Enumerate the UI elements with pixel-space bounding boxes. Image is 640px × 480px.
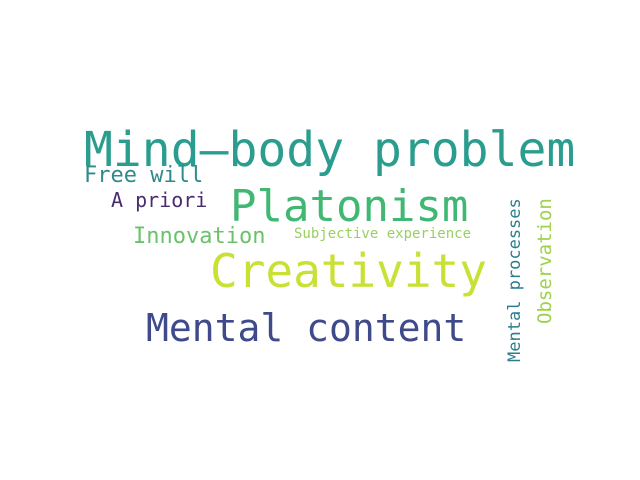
word-mental-content: Mental content [146, 306, 467, 350]
word-subjective-experience: Subjective experience [294, 226, 472, 242]
word-platonism: Platonism [230, 181, 469, 232]
word-mind-body-problem: Mind–body problem [84, 122, 576, 178]
word-free-will: Free will [84, 163, 204, 188]
word-observation: Observation [534, 198, 556, 324]
word-innovation: Innovation [133, 224, 266, 249]
word-creativity: Creativity [210, 244, 487, 298]
word-mental-processes: Mental processes [505, 198, 525, 362]
word-a-priori: A priori [111, 188, 208, 212]
